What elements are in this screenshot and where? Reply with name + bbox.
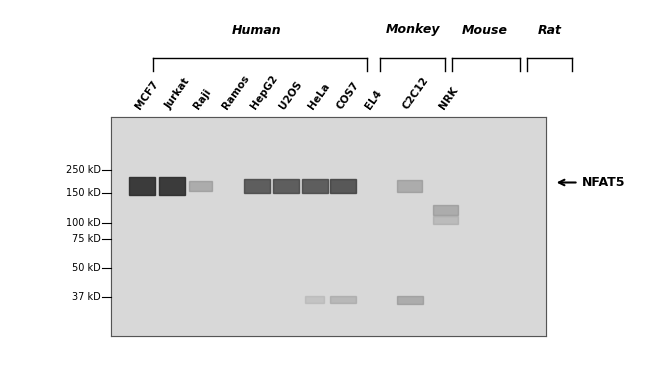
Text: 75 kD: 75 kD [72, 234, 101, 244]
Text: EL4: EL4 [363, 88, 384, 111]
Text: NRK: NRK [437, 85, 460, 111]
Text: U2OS: U2OS [278, 79, 304, 111]
Text: Rat: Rat [538, 23, 561, 36]
Text: Jurkat: Jurkat [163, 77, 192, 111]
Text: 37 kD: 37 kD [72, 292, 101, 303]
Text: HepG2: HepG2 [249, 73, 280, 111]
Text: Raji: Raji [192, 87, 213, 111]
Text: NFAT5: NFAT5 [582, 176, 625, 189]
Text: 100 kD: 100 kD [66, 218, 101, 228]
Text: 150 kD: 150 kD [66, 188, 101, 199]
Text: Mouse: Mouse [462, 23, 507, 36]
Text: Human: Human [232, 23, 281, 36]
Text: COS7: COS7 [335, 80, 361, 111]
Text: MCF7: MCF7 [133, 79, 161, 111]
Text: C2C12: C2C12 [401, 75, 431, 111]
Text: Monkey: Monkey [385, 23, 440, 36]
Text: Ramos: Ramos [220, 73, 252, 111]
Text: 250 kD: 250 kD [66, 165, 101, 175]
Text: 50 kD: 50 kD [72, 263, 101, 273]
Text: HeLa: HeLa [306, 81, 332, 111]
